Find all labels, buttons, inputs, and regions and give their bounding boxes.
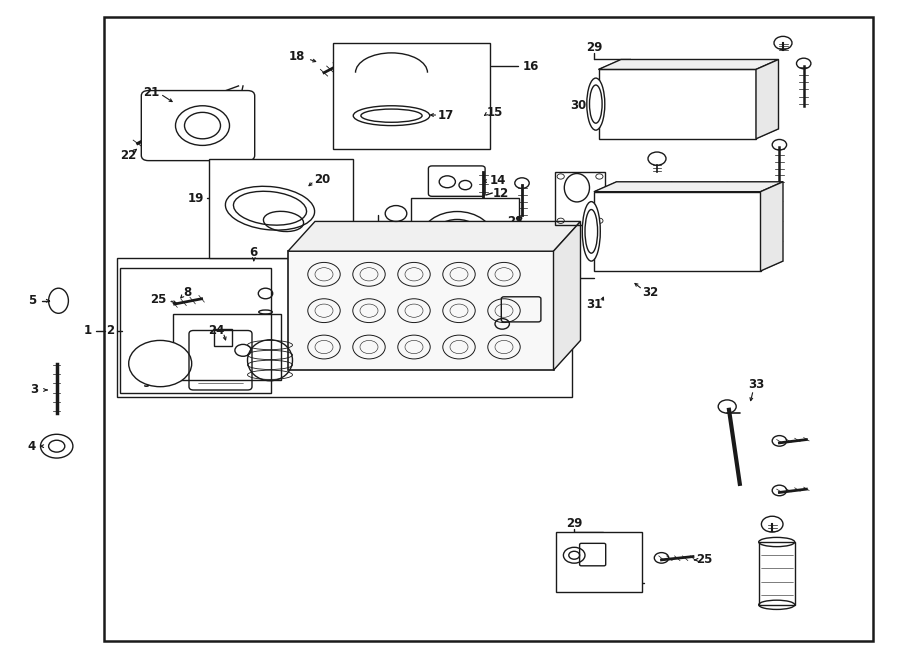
Bar (411, 198, 519, 284)
Polygon shape (760, 182, 783, 271)
Polygon shape (594, 182, 783, 192)
Text: 9: 9 (142, 377, 151, 390)
Text: 25: 25 (697, 553, 713, 566)
Ellipse shape (582, 202, 600, 261)
Text: 11: 11 (237, 360, 253, 373)
Bar (173, 314, 281, 380)
Text: 22: 22 (121, 149, 137, 162)
Text: 4: 4 (27, 440, 36, 453)
Text: 21: 21 (143, 86, 159, 99)
Text: 29: 29 (586, 41, 602, 54)
Bar (288, 251, 554, 370)
Text: 6: 6 (249, 246, 258, 259)
Circle shape (40, 434, 73, 458)
Bar (104, 17, 873, 641)
Text: 27: 27 (553, 317, 569, 330)
Text: 28: 28 (508, 215, 524, 228)
Ellipse shape (587, 78, 605, 130)
Text: 30: 30 (557, 288, 573, 301)
Polygon shape (288, 221, 580, 251)
Text: 24: 24 (568, 576, 584, 590)
Bar (120, 268, 271, 393)
Bar (117, 258, 572, 397)
Bar (598, 69, 756, 139)
Text: 12: 12 (493, 186, 509, 200)
Text: 32: 32 (643, 286, 659, 299)
Text: 31: 31 (586, 297, 602, 311)
Ellipse shape (564, 174, 590, 202)
Bar (759, 542, 795, 605)
Bar (555, 172, 605, 225)
Text: 23: 23 (170, 350, 186, 364)
Text: 13: 13 (517, 286, 533, 299)
Text: 17: 17 (437, 108, 454, 122)
Text: 25: 25 (150, 293, 166, 306)
Polygon shape (598, 59, 778, 69)
FancyBboxPatch shape (141, 91, 255, 161)
Text: 31: 31 (618, 73, 634, 86)
Circle shape (129, 340, 192, 387)
Text: 20: 20 (314, 173, 330, 186)
Text: 3: 3 (30, 383, 39, 397)
Text: 24: 24 (208, 324, 224, 337)
Polygon shape (756, 59, 778, 139)
Text: 14: 14 (490, 174, 506, 187)
Bar (594, 192, 760, 271)
Text: 16: 16 (523, 59, 539, 73)
Text: 26: 26 (598, 220, 615, 233)
Text: 15: 15 (487, 106, 503, 119)
Text: 29: 29 (566, 517, 582, 530)
Text: 18: 18 (289, 50, 305, 63)
Text: 1: 1 (83, 324, 92, 337)
Text: 33: 33 (748, 378, 764, 391)
Text: 7: 7 (300, 259, 309, 272)
Bar (333, 43, 490, 149)
Text: 8: 8 (183, 286, 192, 299)
Text: 30: 30 (571, 99, 587, 112)
Text: 10: 10 (413, 225, 429, 238)
Bar (214, 329, 232, 346)
Text: 19: 19 (188, 192, 204, 205)
Text: 2: 2 (105, 324, 114, 337)
Text: 23: 23 (622, 576, 638, 590)
Text: 5: 5 (28, 294, 37, 307)
Bar (556, 532, 642, 592)
Polygon shape (554, 221, 580, 370)
Bar (209, 159, 353, 258)
